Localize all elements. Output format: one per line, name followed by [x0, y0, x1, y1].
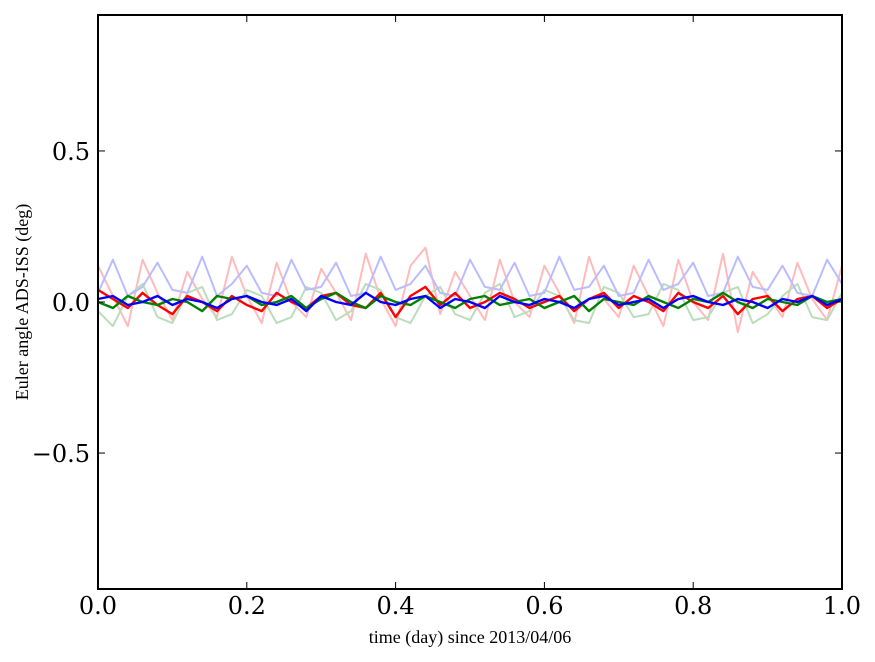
x-axis-title: time (day) since 2013/04/06: [369, 627, 571, 648]
x-tick-label: 0.6: [525, 592, 563, 620]
series-line-3: [97, 255, 843, 297]
series-layer: [97, 246, 843, 334]
x-tick-label: 0.4: [377, 592, 415, 620]
series-line-5: [97, 291, 843, 313]
series-line-6: [97, 291, 843, 313]
y-axis-title: Euler angle ADS-ISS (deg): [12, 204, 33, 400]
x-tick-label: 0.8: [674, 592, 712, 620]
y-tick-label: −0.5: [32, 440, 90, 468]
x-tick-label: 1.0: [823, 592, 861, 620]
ticks-layer: 0.0 0.2 0.4 0.6 0.8 1.0 −0.5 0.0 0.5: [32, 15, 861, 620]
y-tick-label: 0.5: [52, 138, 90, 166]
x-tick-label: 0.0: [79, 592, 117, 620]
x-tick-label: 0.2: [228, 592, 266, 620]
y-tick-label: 0.0: [52, 289, 90, 317]
